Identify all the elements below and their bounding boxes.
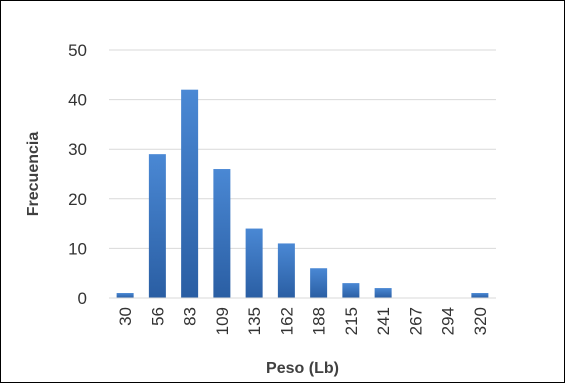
bar-56 (148, 154, 166, 298)
y-tick-label: 20 (68, 190, 87, 209)
y-tick-label: 30 (68, 140, 87, 159)
gridlines (109, 49, 496, 249)
x-axis-ticks: 30 56 83 109 135 162 188 215 241 267 294 320 (116, 307, 490, 335)
y-tick-label: 40 (68, 91, 87, 110)
x-tick-label: 215 (342, 307, 361, 335)
bar-320 (471, 293, 489, 298)
bar-109 (213, 169, 231, 298)
x-tick-label: 188 (310, 307, 329, 335)
x-tick-label: 83 (181, 307, 200, 326)
bar-135 (245, 228, 263, 298)
x-axis-title: Peso (Lb) (266, 360, 339, 377)
bar-215 (342, 283, 360, 298)
x-tick-label: 241 (374, 307, 393, 335)
x-tick-label: 109 (213, 307, 232, 335)
x-tick-label: 294 (439, 307, 458, 335)
bar-30 (116, 293, 134, 298)
y-axis-title: Frecuencia (25, 132, 42, 217)
x-tick-label: 56 (148, 307, 167, 326)
bar-188 (310, 268, 328, 298)
x-tick-label: 320 (471, 307, 490, 335)
x-tick-label: 267 (406, 307, 425, 335)
y-tick-label: 0 (78, 289, 87, 308)
y-tick-label: 10 (68, 239, 87, 258)
y-tick-label: 50 (68, 41, 87, 60)
x-tick-label: 162 (277, 307, 296, 335)
x-tick-label: 30 (116, 307, 135, 326)
bar-162 (277, 243, 295, 298)
y-axis-ticks: 0 10 20 30 40 50 (68, 41, 87, 308)
x-tick-label: 135 (245, 307, 264, 335)
bar-241 (374, 288, 392, 298)
bar-83 (181, 89, 199, 299)
bars (116, 89, 489, 299)
